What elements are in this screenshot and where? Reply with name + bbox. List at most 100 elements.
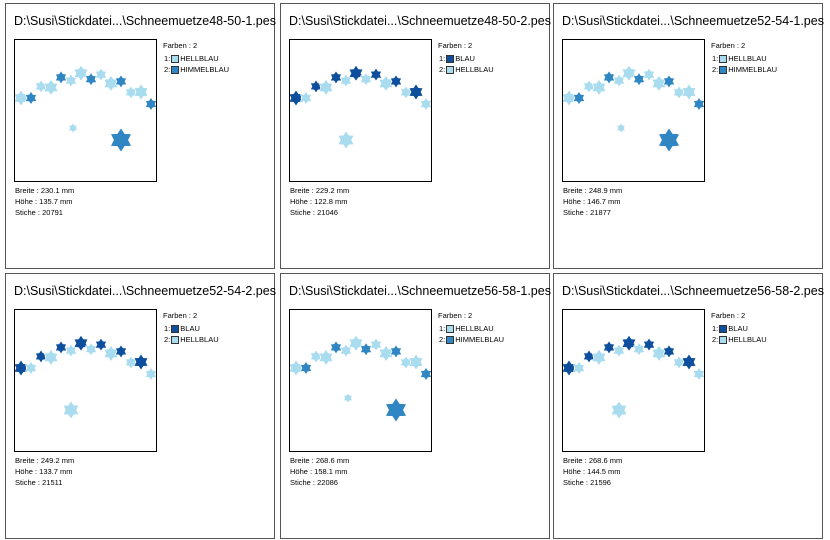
- snowflake: [610, 400, 628, 420]
- snowflake: [561, 359, 577, 377]
- snowflake: [658, 127, 680, 153]
- info-line: Breite : 268.6 mm: [290, 456, 350, 465]
- color-index: 2:: [439, 65, 446, 74]
- snowflake: [24, 90, 38, 106]
- design-preview: [561, 309, 706, 452]
- snowflake: [389, 344, 403, 359]
- color-index: 2:: [164, 65, 171, 74]
- color-row: 1: HELLBLAU: [164, 54, 219, 63]
- snowflake: [408, 83, 424, 101]
- color-index: 1:: [712, 54, 719, 63]
- color-swatch: [446, 65, 455, 74]
- snowflake: [385, 397, 407, 423]
- color-row: 1: HELLBLAU: [712, 54, 767, 63]
- color-row: 1: HELLBLAU: [439, 324, 494, 333]
- color-swatch: [719, 335, 728, 344]
- color-name: BLAU: [728, 324, 748, 333]
- color-swatch: [171, 335, 180, 344]
- color-index: 2:: [164, 335, 171, 344]
- info-line: Stiche : 21596: [563, 478, 611, 487]
- snowflake: [692, 96, 706, 112]
- snowflake: [110, 127, 132, 153]
- color-name: BLAU: [180, 324, 200, 333]
- colors-label: Farben : 2: [711, 41, 746, 50]
- info-line: Höhe : 146.7 mm: [563, 197, 621, 206]
- color-name: HELLBLAU: [728, 54, 767, 63]
- file-card: D:\Susi\Stickdatei...\Schneemuetze56-58-…: [280, 273, 551, 539]
- color-name: HELLBLAU: [180, 54, 219, 63]
- color-swatch: [446, 54, 455, 63]
- snowflake: [114, 74, 128, 89]
- snowflake: [329, 340, 343, 355]
- snowflake: [681, 83, 697, 101]
- colors-label: Farben : 2: [163, 41, 198, 50]
- snowflake: [572, 90, 586, 106]
- color-name: HIMMELBLAU: [455, 335, 505, 344]
- snowflake: [662, 344, 676, 359]
- snowflake: [84, 72, 98, 87]
- snowflake: [62, 400, 80, 420]
- snowflake: [621, 334, 637, 352]
- snowflake: [662, 74, 676, 89]
- color-swatch: [719, 324, 728, 333]
- file-card: D:\Susi\Stickdatei...\Schneemuetze48-50-…: [280, 3, 551, 269]
- color-index: 1:: [712, 324, 719, 333]
- color-swatch: [719, 65, 728, 74]
- info-line: Höhe : 135.7 mm: [15, 197, 73, 206]
- info-line: Höhe : 144.5 mm: [563, 467, 621, 476]
- snowflake: [591, 348, 607, 366]
- snowflake: [54, 340, 68, 355]
- color-row: 2: HIMMELBLAU: [712, 65, 777, 74]
- snowflake: [419, 96, 433, 112]
- color-index: 1:: [164, 324, 171, 333]
- color-row: 1: BLAU: [164, 324, 200, 333]
- design-preview: [288, 309, 433, 452]
- color-name: HIMMELBLAU: [728, 65, 778, 74]
- file-title: D:\Susi\Stickdatei...\Schneemuetze48-50-…: [289, 14, 551, 28]
- design-image: [13, 334, 158, 420]
- snowflake: [43, 348, 59, 366]
- file-title: D:\Susi\Stickdatei...\Schneemuetze56-58-…: [289, 284, 551, 298]
- file-title: D:\Susi\Stickdatei...\Schneemuetze48-50-…: [14, 14, 276, 28]
- design-image: [13, 64, 158, 153]
- color-row: 1: BLAU: [712, 324, 748, 333]
- snowflake: [144, 96, 158, 112]
- info-line: Stiche : 20791: [15, 208, 63, 217]
- snowflake: [299, 360, 313, 376]
- snowflake: [408, 353, 424, 371]
- design-preview: [13, 309, 158, 452]
- color-row: 2: HELLBLAU: [712, 335, 767, 344]
- color-index: 2:: [439, 335, 446, 344]
- color-row: 2: HELLBLAU: [439, 65, 494, 74]
- info-line: Breite : 230.1 mm: [15, 186, 75, 195]
- color-index: 2:: [712, 65, 719, 74]
- snowflake: [343, 392, 353, 404]
- design-image: [288, 64, 433, 150]
- snowflake: [114, 344, 128, 359]
- snowflake: [73, 64, 89, 82]
- info-line: Höhe : 158.1 mm: [290, 467, 348, 476]
- snowflake: [133, 83, 149, 101]
- design-image: [561, 64, 706, 153]
- color-index: 1:: [439, 324, 446, 333]
- color-name: HELLBLAU: [728, 335, 767, 344]
- snowflake: [419, 366, 433, 382]
- color-index: 1:: [164, 54, 171, 63]
- snowflake: [348, 64, 364, 82]
- snowflake: [359, 72, 373, 87]
- info-line: Stiche : 21877: [563, 208, 611, 217]
- snowflake: [369, 67, 383, 82]
- design-preview: [13, 39, 158, 182]
- info-line: Höhe : 133.7 mm: [15, 467, 73, 476]
- info-line: Breite : 248.9 mm: [563, 186, 623, 195]
- snowflake: [24, 360, 38, 376]
- snowflake: [288, 359, 304, 377]
- snowflake: [602, 340, 616, 355]
- design-preview: [561, 39, 706, 182]
- snowflake: [632, 342, 646, 357]
- snowflake: [54, 70, 68, 85]
- color-swatch: [446, 324, 455, 333]
- file-title: D:\Susi\Stickdatei...\Schneemuetze56-58-…: [562, 284, 824, 298]
- snowflake: [572, 360, 586, 376]
